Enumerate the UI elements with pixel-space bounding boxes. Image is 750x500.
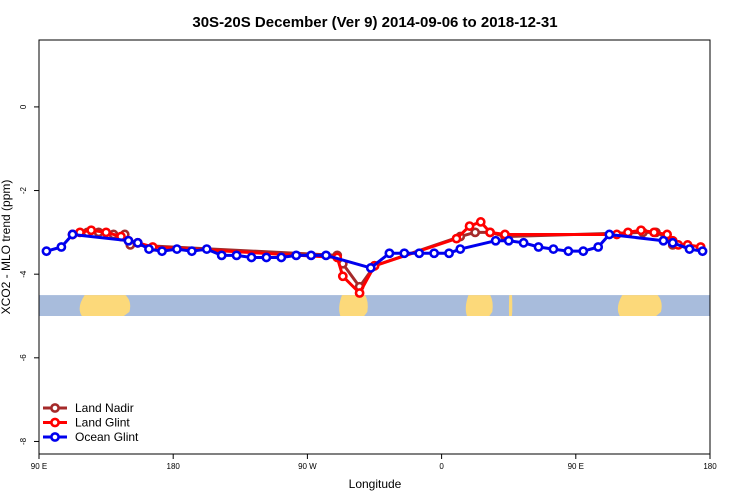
data-point: [563, 246, 574, 257]
data-point: [444, 248, 454, 259]
data-point: [157, 246, 167, 257]
data-point: [86, 225, 97, 236]
y-tick-label: -8: [19, 437, 28, 445]
data-point: [649, 227, 659, 238]
data-point: [518, 237, 529, 248]
data-point: [186, 246, 197, 257]
y-tick-label: 0: [19, 104, 28, 109]
land-area: [79, 295, 131, 316]
y-axis: 0 -2 -4 -6 -8: [19, 104, 39, 445]
data-point: [216, 250, 227, 261]
x-axis-label: Longitude: [349, 477, 402, 491]
land-band: [39, 295, 710, 316]
legend-label: Ocean Glint: [75, 430, 139, 444]
data-point: [658, 235, 669, 246]
legend-item: Land Nadir: [43, 401, 134, 415]
data-point: [41, 246, 52, 257]
legend-label: Land Nadir: [75, 401, 134, 415]
data-point: [101, 227, 111, 238]
data-point: [306, 250, 317, 261]
land-area: [465, 295, 493, 316]
data-point: [485, 227, 495, 238]
data-point: [384, 248, 395, 259]
data-point: [276, 252, 287, 263]
data-point: [578, 246, 589, 257]
data-point: [604, 229, 615, 240]
data-point: [464, 221, 475, 231]
data-point: [475, 217, 486, 227]
chart-title: 30S-20S December (Ver 9) 2014-09-06 to 2…: [192, 14, 557, 31]
data-point: [684, 244, 695, 254]
data-point: [429, 248, 440, 259]
data-point: [201, 244, 212, 254]
data-point: [533, 242, 544, 252]
x-tick-label: 90 E: [568, 462, 584, 471]
data-point: [246, 252, 257, 263]
data-point: [123, 235, 134, 246]
data-point: [490, 235, 501, 246]
x-tick-label: 0: [439, 462, 444, 471]
legend-item: Land Glint: [43, 416, 130, 430]
x-tick-label: 180: [167, 462, 181, 471]
data-point: [503, 235, 514, 246]
series-ocean-glint: [41, 229, 708, 273]
x-tick-label: 90 W: [298, 462, 317, 471]
data-point: [337, 271, 348, 282]
land-area: [339, 295, 368, 316]
land-area: [617, 295, 662, 316]
data-point: [667, 237, 678, 248]
data-point: [548, 244, 559, 254]
data-point: [132, 237, 143, 248]
legend-item: Ocean Glint: [43, 430, 139, 444]
data-point: [56, 242, 67, 252]
data-point: [455, 244, 466, 254]
data-point: [365, 263, 376, 273]
y-tick-label: -6: [19, 354, 28, 362]
data-point: [399, 248, 410, 259]
data-point: [172, 244, 182, 254]
x-tick-label: 180: [703, 462, 717, 471]
data-point: [144, 244, 154, 254]
data-point: [697, 246, 708, 257]
data-point: [470, 227, 481, 238]
data-point: [636, 225, 646, 236]
legend-swatch-marker: [50, 432, 60, 442]
x-axis: 90 E 180 90 W 0 90 E 180: [31, 454, 717, 471]
data-point: [354, 288, 365, 298]
legend-swatch-marker: [50, 403, 60, 413]
data-point: [414, 248, 425, 259]
legend-swatch-marker: [50, 417, 60, 428]
data-point: [593, 242, 604, 252]
legend-label: Land Glint: [75, 416, 130, 430]
data-point: [321, 250, 331, 261]
data-point: [261, 252, 272, 263]
plot-frame: [38, 39, 711, 455]
y-tick-label: -2: [19, 186, 28, 194]
data-point: [67, 229, 78, 240]
series-land-nadir: [67, 227, 678, 292]
data-point: [291, 250, 302, 261]
series-line: [72, 230, 674, 289]
x-tick-label: 90 E: [31, 462, 47, 471]
data-point: [451, 233, 462, 244]
ocean-band: [39, 295, 710, 316]
y-tick-label: -4: [19, 270, 28, 278]
series-layer: [41, 217, 708, 298]
land-area: [508, 295, 513, 316]
y-axis-label: XCO2 - MLO trend (ppm): [0, 180, 13, 315]
data-point: [231, 250, 242, 261]
